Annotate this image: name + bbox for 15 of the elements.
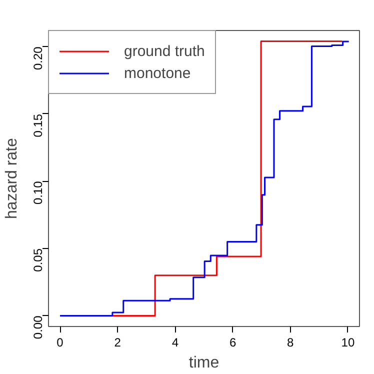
legend-label: ground truth (124, 42, 205, 60)
y-tick-label: 0.00 (31, 315, 45, 340)
x-tick-label: 0 (56, 336, 64, 350)
y-tick-label: 0.05 (31, 248, 45, 272)
x-tick-label: 2 (114, 336, 122, 350)
x-tick-label: 4 (172, 336, 179, 350)
x-axis-title: time (188, 354, 220, 372)
y-tick-label: 0.10 (31, 180, 45, 205)
y-tick-label: 0.20 (31, 46, 45, 70)
x-tick-label: 8 (287, 336, 294, 350)
x-tick-label: 6 (229, 336, 236, 350)
y-tick-label: 0.15 (31, 114, 45, 138)
legend-label: monotone (124, 64, 191, 82)
y-axis-title: hazard rate (4, 138, 20, 219)
x-tick-label: 10 (341, 336, 355, 350)
